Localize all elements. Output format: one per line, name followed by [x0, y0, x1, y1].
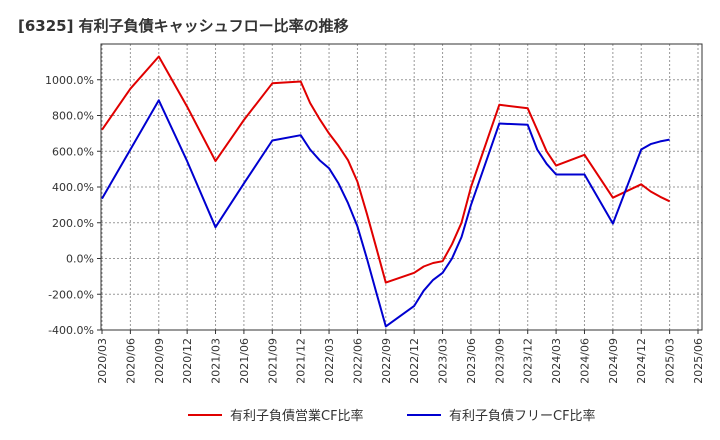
x-tick-label: 2024/09 — [607, 338, 620, 384]
x-tick-label: 2025/06 — [692, 338, 705, 384]
y-tick-label: 800.0% — [52, 110, 94, 123]
y-tick-label: 0.0% — [66, 253, 94, 266]
y-tick-label: 600.0% — [52, 145, 94, 158]
chart-title: [6325] 有利子負債キャッシュフロー比率の推移 — [18, 17, 349, 35]
y-axis: -400.0% -200.0% 0.0% 200.0% 400.0% 600.0% 800.… — [45, 74, 101, 337]
x-tick-label: 2025/03 — [664, 338, 677, 384]
x-tick-label: 2023/03 — [437, 338, 450, 384]
x-tick-label: 2021/03 — [210, 338, 223, 384]
x-tick-label: 2024/12 — [635, 338, 648, 384]
x-tick-label: 2023/09 — [493, 338, 506, 384]
series-line-2 — [101, 99, 670, 328]
x-tick-label: 2020/06 — [124, 338, 137, 384]
x-tick-label: 2024/03 — [550, 338, 563, 384]
legend-label-2: 有利子負債フリーCF比率 — [449, 408, 596, 424]
y-tick-label: 200.0% — [52, 217, 94, 230]
x-tick-label: 2020/12 — [181, 338, 194, 384]
y-tick-label: 400.0% — [52, 181, 94, 194]
x-tick-label: 2021/09 — [266, 338, 279, 384]
y-tick-label: -200.0% — [48, 288, 94, 301]
legend: 有利子負債営業CF比率 有利子負債フリーCF比率 — [188, 408, 596, 424]
y-tick-label: 1000.0% — [45, 74, 94, 87]
x-tick-label: 2022/12 — [408, 338, 421, 384]
x-tick-label: 2020/09 — [153, 338, 166, 384]
x-tick-label: 2022/09 — [380, 338, 393, 384]
x-tick-label: 2021/12 — [295, 338, 308, 384]
x-tick-label: 2022/06 — [351, 338, 364, 384]
series-lines — [101, 55, 671, 328]
x-tick-label: 2023/12 — [522, 338, 535, 384]
x-tick-label: 2023/06 — [465, 338, 478, 384]
x-axis: 2020/03 2020/06 2020/09 2020/12 2021/03 2021/… — [96, 330, 705, 384]
x-tick-label: 2021/06 — [238, 338, 251, 384]
legend-label-1: 有利子負債営業CF比率 — [230, 408, 364, 424]
x-tick-label: 2022/03 — [323, 338, 336, 384]
series-line-1 — [101, 55, 671, 284]
grid — [101, 44, 702, 331]
x-tick-label: 2020/03 — [96, 338, 109, 384]
y-tick-label: -400.0% — [48, 324, 94, 337]
x-tick-label: 2024/06 — [578, 338, 591, 384]
